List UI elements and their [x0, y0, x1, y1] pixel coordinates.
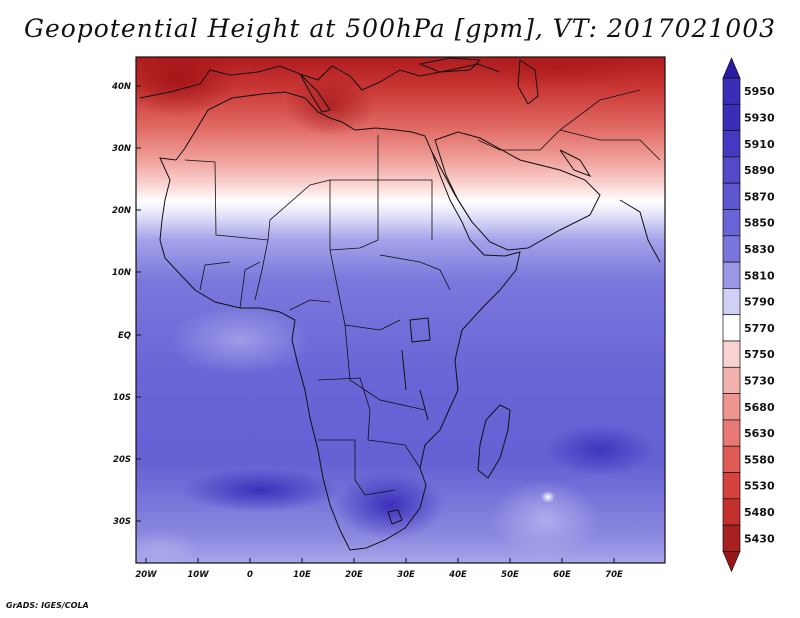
colorbar-label: 5730 [744, 374, 775, 387]
colorbar-segment [722, 261, 741, 289]
colorbar-label: 5810 [744, 269, 775, 282]
colorbar-segment [722, 498, 741, 526]
lesotho [387, 509, 403, 525]
lon-label: 30E [397, 570, 415, 580]
colorbar-label: 5430 [744, 532, 775, 545]
colorbar-segment [722, 524, 741, 552]
colorbar-segment [722, 77, 741, 105]
colorbar-segment [722, 314, 741, 342]
high-center-atlantic [180, 468, 340, 512]
lon-label: 70E [605, 570, 623, 580]
low-center-northwest [136, 57, 238, 116]
lat-label: 10S [113, 393, 131, 403]
colorbar-segment [722, 156, 741, 184]
colorbar-segment [722, 130, 741, 158]
colorbar-segment [722, 209, 741, 237]
longitude-axis [145, 558, 615, 563]
colorbar-segment [722, 366, 741, 394]
colorbar-label: 5830 [744, 243, 775, 256]
africa-coastline [159, 91, 521, 551]
caspian-sea [517, 59, 539, 105]
lon-label: 20E [345, 570, 363, 580]
plot-frame [135, 56, 666, 564]
colorbar-segment [722, 340, 741, 368]
lon-label: 60E [553, 570, 571, 580]
colorbar-label: 5580 [744, 453, 775, 466]
colorbar-segment [722, 419, 741, 447]
lat-label: EQ [118, 331, 131, 341]
colorbar-label: 5930 [744, 111, 775, 124]
persian-gulf [559, 149, 592, 177]
colorbar-top-arrow [722, 57, 741, 79]
height-field [136, 57, 665, 563]
latitude-axis [136, 85, 141, 522]
colorbar-label: 5630 [744, 427, 775, 440]
lon-label: 10W [187, 570, 209, 580]
colorbar-bottom-arrow [722, 551, 741, 573]
colorbar: 5950 5930 5910 5890 5870 5850 5830 5810 5790 5770… [722, 57, 775, 573]
lon-label: 20W [135, 570, 157, 580]
colorbar-segment [722, 182, 741, 210]
high-center-southern-africa [335, 471, 445, 539]
country-borders [184, 89, 661, 496]
lat-label: 30S [113, 517, 131, 527]
europe-coast [139, 63, 501, 99]
colorbar-segment [722, 235, 741, 263]
colorbar-label: 5950 [744, 85, 775, 98]
lat-label: 40N [111, 82, 131, 92]
lake-victoria [409, 317, 431, 343]
lat-label: 10N [112, 268, 131, 278]
colorbar-segment [722, 103, 741, 131]
italy [299, 73, 331, 113]
colorbar-label: 5790 [744, 296, 775, 309]
colorbar-segment [722, 393, 741, 421]
lon-label: 40E [448, 570, 467, 580]
high-center-indian-ocean [545, 424, 655, 476]
colorbar-segment [722, 445, 741, 473]
colorbar-label: 5910 [744, 138, 775, 151]
coastlines [139, 57, 661, 551]
colorbar-label: 5770 [744, 322, 775, 335]
colorbar-label: 5750 [744, 348, 775, 361]
lake-malawi [419, 389, 429, 421]
lon-label: 0 [247, 570, 253, 580]
lon-label: 10E [293, 570, 311, 580]
black-sea [418, 57, 482, 73]
colorbar-label: 5480 [744, 506, 775, 519]
lat-label: 20S [113, 455, 131, 465]
chart-title: Geopotential Height at 500hPa [gpm], VT:… [23, 14, 777, 43]
colorbar-label: 5870 [744, 190, 775, 203]
madagascar [477, 404, 511, 479]
grads-credit: GrADS: IGES/COLA [6, 601, 89, 610]
lat-label: 20N [112, 206, 131, 216]
colorbar-label: 5530 [744, 480, 775, 493]
red-sea [431, 151, 473, 223]
colorbar-label: 5890 [744, 164, 775, 177]
colorbar-segment [722, 288, 741, 316]
colorbar-segment [722, 472, 741, 500]
colorbar-label: 5850 [744, 217, 775, 230]
india [619, 199, 661, 263]
lon-label: 50E [501, 570, 519, 580]
lat-label: 30N [112, 144, 131, 154]
lake-tanganyika [401, 349, 407, 391]
colorbar-label: 5680 [744, 401, 775, 414]
